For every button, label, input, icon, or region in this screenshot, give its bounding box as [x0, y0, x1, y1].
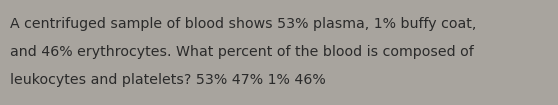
Text: A centrifuged sample of blood shows 53% plasma, 1% buffy coat,: A centrifuged sample of blood shows 53% … — [10, 17, 477, 31]
Text: and 46% erythrocytes. What percent of the blood is composed of: and 46% erythrocytes. What percent of th… — [10, 45, 474, 59]
Text: leukocytes and platelets? 53% 47% 1% 46%: leukocytes and platelets? 53% 47% 1% 46% — [10, 73, 326, 87]
